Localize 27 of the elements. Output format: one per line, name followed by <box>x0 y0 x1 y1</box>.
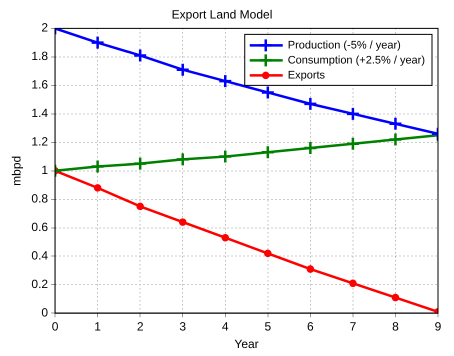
legend-label: Production (-5% / year) <box>288 39 401 52</box>
x-axis-title: Year <box>234 337 259 352</box>
y-tick-label: 0.8 <box>31 192 48 206</box>
legend-label: Exports <box>288 69 326 82</box>
x-tick-label: 7 <box>350 320 357 334</box>
x-tick-label: 8 <box>392 320 400 334</box>
y-tick-label: 1.2 <box>31 134 48 149</box>
y-tick-label: 0.6 <box>31 220 48 234</box>
x-tick-label: 0 <box>52 320 59 334</box>
y-tick-label: 2 <box>41 20 48 35</box>
x-tick-label: 2 <box>136 320 144 334</box>
y-tick-label: 1 <box>41 163 48 178</box>
chart-title: Export Land Model <box>172 8 272 22</box>
y-tick-label: 1.8 <box>31 49 48 64</box>
y-tick-label: 1.6 <box>31 78 48 92</box>
x-tick-label: 9 <box>434 320 442 334</box>
legend-label: Consumption (+2.5% / year) <box>288 54 426 66</box>
x-tick-label: 1 <box>94 320 102 334</box>
x-tick-label: 5 <box>264 320 272 334</box>
y-tick-label: 0.2 <box>31 277 48 292</box>
y-tick-label: 1.4 <box>31 106 48 120</box>
y-tick-label: 0 <box>41 306 48 320</box>
x-tick-label: 4 <box>222 320 229 334</box>
y-tick-label: 0.4 <box>31 248 48 263</box>
y-axis-title: mbpd <box>10 156 24 186</box>
x-tick-label: 6 <box>307 320 314 334</box>
x-tick-label: 3 <box>179 320 186 334</box>
